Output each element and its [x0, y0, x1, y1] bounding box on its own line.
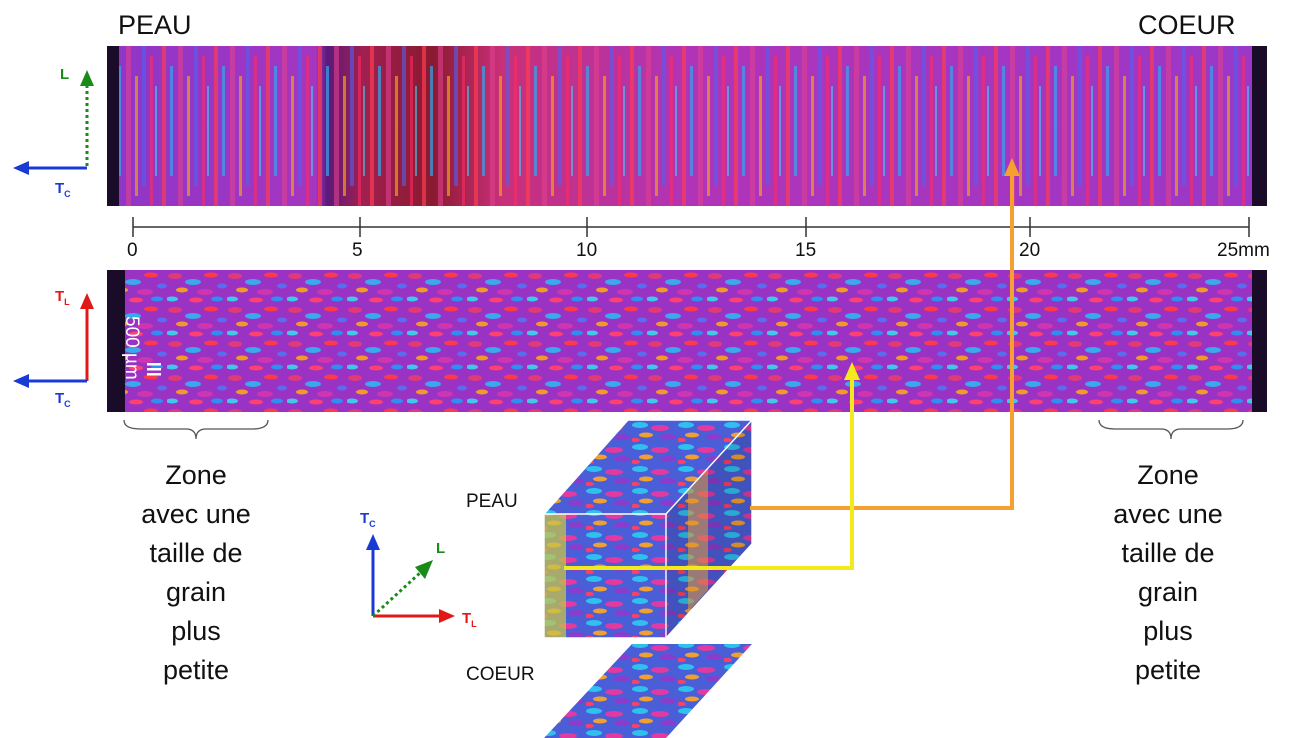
tick-label: 20	[1019, 240, 1041, 261]
zone-text-left: Zone avec une taille de grain plus petite	[141, 460, 251, 685]
connector-arrows	[564, 158, 1020, 570]
brace-right	[1098, 419, 1244, 440]
scale-bar	[132, 217, 1250, 237]
axes-top	[13, 70, 94, 175]
axis-Tc-top: TC	[55, 180, 71, 199]
cube-label-coeur: COEUR	[466, 664, 535, 685]
label-coeur: COEUR	[1138, 10, 1236, 40]
ebsd-map-top	[107, 46, 1267, 206]
tick-label: 15	[795, 240, 817, 261]
axis-Tc-cube: TC	[360, 510, 376, 529]
tick-label: 25mm	[1217, 240, 1270, 261]
tick-label: 0	[127, 240, 138, 261]
axes-cube	[366, 534, 455, 623]
micron-scale-label: 500 µm	[121, 316, 142, 380]
brace-left	[123, 419, 269, 440]
ebsd-map-middle	[107, 270, 1267, 412]
ebsd-cube	[543, 420, 753, 738]
axis-Tl-middle: TL	[55, 288, 70, 307]
tick-label: 5	[352, 240, 363, 261]
axis-L-top: L	[60, 66, 70, 83]
axis-L-cube: L	[436, 540, 446, 557]
axis-Tc-middle: TC	[55, 390, 71, 409]
cube-label-peau: PEAU	[466, 491, 518, 512]
zone-text-right: Zone avec une taille de grain plus petite	[1113, 460, 1223, 685]
tick-label: 10	[576, 240, 598, 261]
label-peau: PEAU	[118, 10, 192, 40]
axes-middle	[13, 293, 94, 388]
axis-Tl-cube: TL	[462, 610, 477, 629]
